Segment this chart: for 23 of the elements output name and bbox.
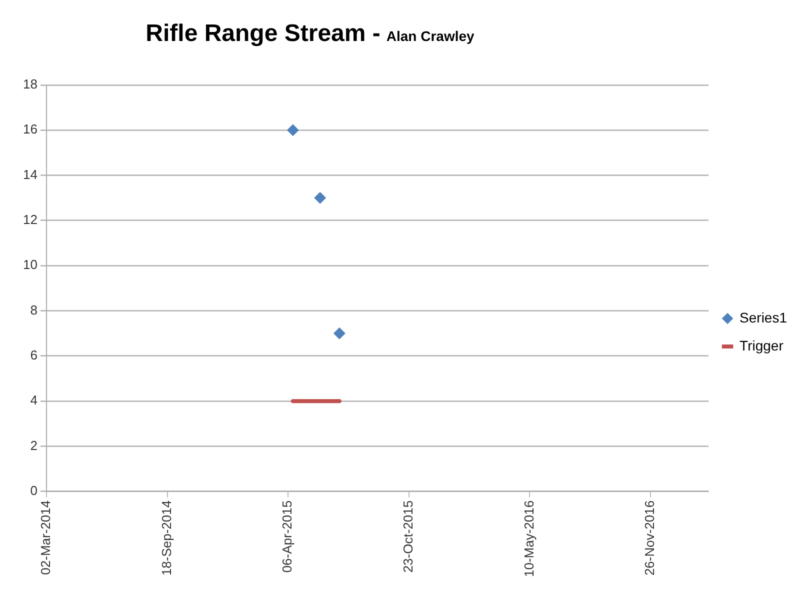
y-tick-label: 0 — [30, 482, 38, 498]
x-tick-label: 06-Apr-2015 — [280, 500, 295, 573]
chart-subtitle: Alan Crawley — [386, 28, 474, 44]
y-tick-label: 4 — [30, 392, 38, 408]
point — [314, 192, 326, 204]
y-tick-label: 8 — [30, 302, 38, 318]
y-tick-label: 2 — [30, 438, 38, 453]
legend-label: Trigger — [740, 337, 784, 354]
x-tick-label: 26-Nov-2016 — [642, 500, 658, 576]
point — [333, 327, 346, 340]
point — [286, 124, 299, 136]
y-tick-label: 12 — [22, 212, 38, 228]
y-tick-label: 6 — [30, 348, 38, 363]
chart-title: Rifle Range Stream - — [146, 20, 380, 47]
x-tick-label: 18-Sep-2014 — [158, 500, 174, 576]
y-tick-label: 14 — [22, 166, 38, 182]
y-tick-label: 10 — [22, 257, 38, 272]
y-tick-label: 18 — [22, 76, 38, 92]
x-tick-label: 23-Oct-2015 — [400, 500, 416, 573]
y-tick-label: 16 — [22, 122, 38, 137]
x-tick-label: 02-Mar-2014 — [38, 500, 54, 575]
x-tick-label: 10-May-2016 — [521, 500, 536, 578]
legend-label: Series1 — [740, 309, 788, 326]
